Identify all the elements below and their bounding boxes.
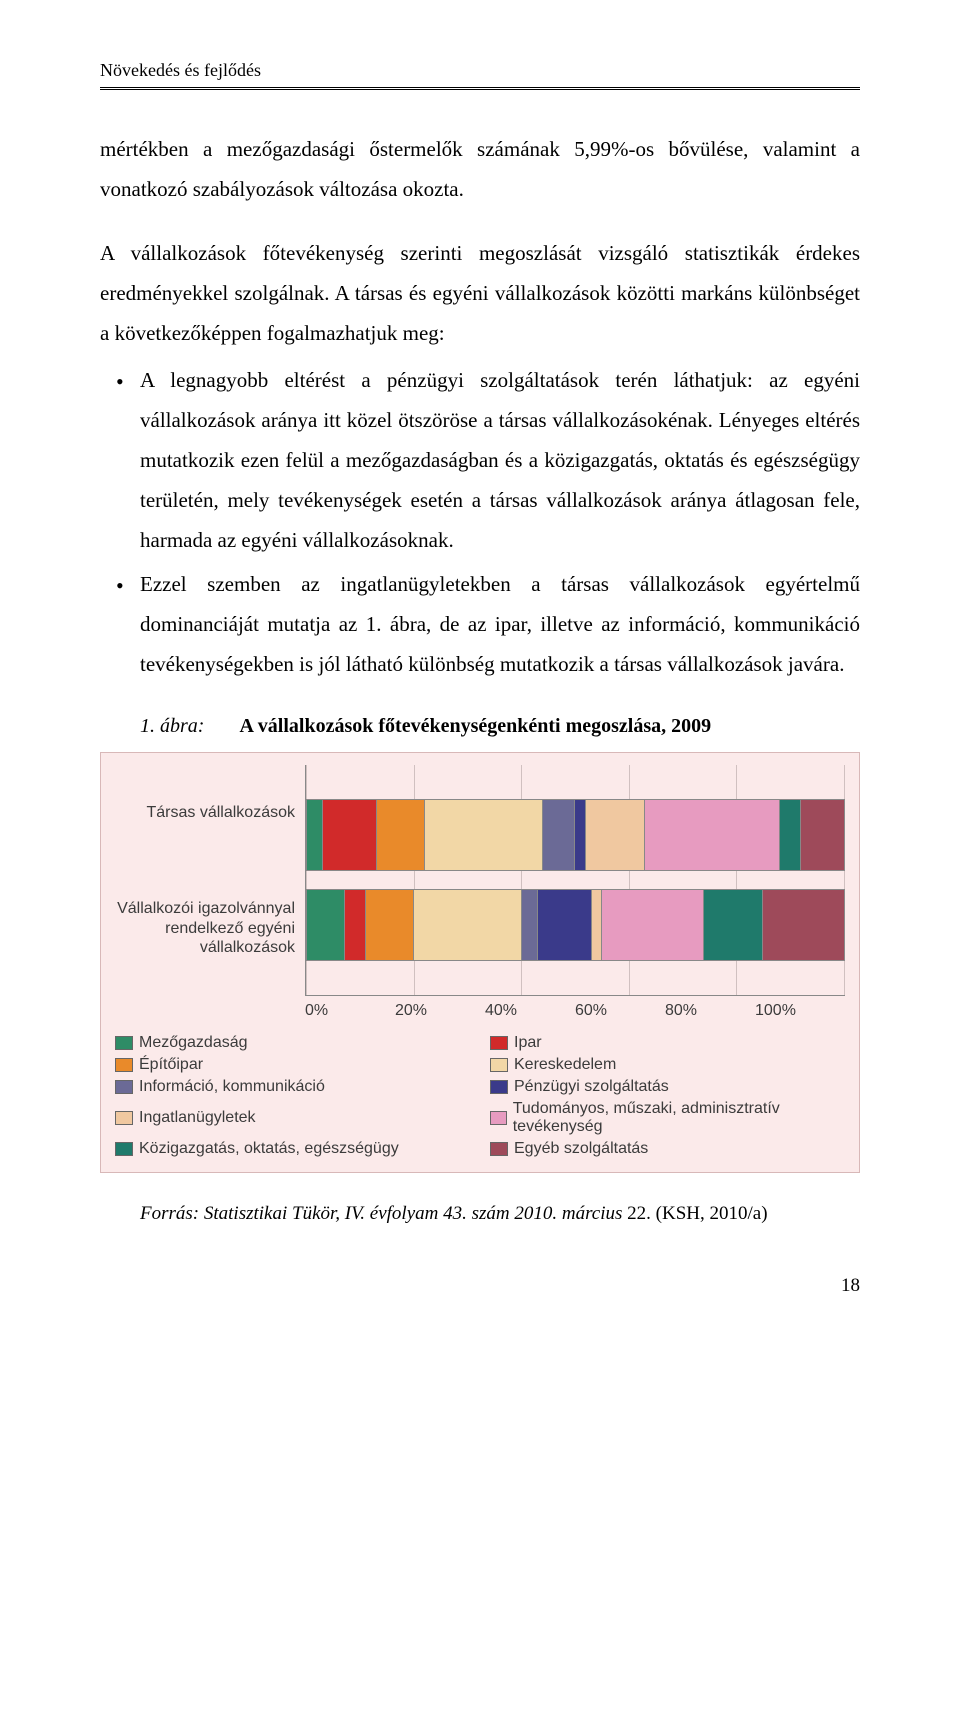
- x-tick: 100%: [755, 1002, 845, 1020]
- legend-swatch: [115, 1142, 133, 1156]
- legend-label: Építőipar: [139, 1056, 203, 1074]
- page: Növekedés és fejlődés mértékben a mezőga…: [0, 0, 960, 1337]
- legend-swatch: [115, 1080, 133, 1094]
- x-tick: 20%: [395, 1002, 485, 1020]
- bar-segment: [801, 800, 844, 870]
- bullet-list: A legnagyobb eltérést a pénzügyi szolgál…: [100, 361, 860, 684]
- legend-item: Pénzügyi szolgáltatás: [490, 1078, 845, 1096]
- legend-label: Információ, kommunikáció: [139, 1078, 325, 1096]
- bar-row: [306, 889, 845, 961]
- legend-item: Információ, kommunikáció: [115, 1078, 470, 1096]
- legend-label: Kereskedelem: [514, 1056, 616, 1074]
- legend-swatch: [490, 1080, 508, 1094]
- page-number: 18: [100, 1275, 860, 1297]
- bar-segment: [575, 800, 586, 870]
- x-tick: 60%: [575, 1002, 665, 1020]
- legend-label: Ingatlanügyletek: [139, 1109, 256, 1127]
- bar-row: [306, 799, 845, 871]
- legend-item: Kereskedelem: [490, 1056, 845, 1074]
- legend-item: Építőipar: [115, 1056, 470, 1074]
- chart: Társas vállalkozások Vállalkozói igazolv…: [100, 752, 860, 1173]
- bar-segment: [780, 800, 801, 870]
- bar-segment: [704, 890, 763, 960]
- x-tick: 0%: [305, 1002, 395, 1020]
- chart-legend: Mezőgazdaság Ipar Építőipar Kereskedelem Inf…: [115, 1034, 845, 1158]
- bar-segment: [377, 800, 425, 870]
- bar-segment: [522, 890, 538, 960]
- bar-segment: [414, 890, 521, 960]
- bar-segment: [592, 890, 603, 960]
- source-italic: Forrás: Statisztikai Tükör, IV. évfolyam…: [140, 1203, 627, 1224]
- bullet-item-2: Ezzel szemben az ingatlanügyletekben a t…: [140, 565, 860, 685]
- figure-source: Forrás: Statisztikai Tükör, IV. évfolyam…: [140, 1203, 860, 1225]
- legend-label: Ipar: [514, 1034, 542, 1052]
- y-label-1: Vállalkozói igazolvánnyal rendelkező egy…: [115, 889, 295, 967]
- bar-segment: [602, 890, 704, 960]
- x-tick: 40%: [485, 1002, 575, 1020]
- legend-swatch: [490, 1058, 508, 1072]
- legend-label: Közigazgatás, oktatás, egészségügy: [139, 1140, 399, 1158]
- chart-bars: [306, 765, 845, 995]
- bar-segment: [323, 800, 377, 870]
- legend-item: Mezőgazdaság: [115, 1034, 470, 1052]
- chart-plot-row: Társas vállalkozások Vállalkozói igazolv…: [115, 765, 845, 996]
- bullet-item-1: A legnagyobb eltérést a pénzügyi szolgál…: [140, 361, 860, 560]
- legend-item: Tudományos, műszaki, adminisztratív tevé…: [490, 1100, 845, 1136]
- legend-label: Mezőgazdaság: [139, 1034, 248, 1052]
- legend-item: Egyéb szolgáltatás: [490, 1140, 845, 1158]
- legend-item: Közigazgatás, oktatás, egészségügy: [115, 1140, 470, 1158]
- bar-segment: [586, 800, 645, 870]
- figure-label: 1. ábra:: [140, 715, 204, 737]
- y-label-0: Társas vállalkozások: [115, 793, 295, 832]
- legend-label: Egyéb szolgáltatás: [514, 1140, 648, 1158]
- chart-x-axis: 0%20%40%60%80%100%: [305, 996, 845, 1020]
- running-title: Növekedés és fejlődés: [100, 60, 860, 81]
- chart-y-labels: Társas vállalkozások Vállalkozói igazolv…: [115, 765, 305, 996]
- figure-caption: 1. ábra: A vállalkozások főtevékenységen…: [140, 715, 860, 738]
- bar-segment: [345, 890, 366, 960]
- bar-segment: [645, 800, 779, 870]
- bar-segment: [425, 800, 543, 870]
- source-plain: 22. (KSH, 2010/a): [627, 1203, 767, 1224]
- bar-segment: [538, 890, 592, 960]
- legend-swatch: [115, 1111, 133, 1125]
- header-rule: [100, 87, 860, 90]
- figure-title: A vállalkozások főtevékenységenkénti meg…: [239, 715, 711, 737]
- bar-segment: [307, 800, 323, 870]
- paragraph-1: mértékben a mezőgazdasági őstermelők szá…: [100, 130, 860, 210]
- legend-label: Tudományos, műszaki, adminisztratív tevé…: [513, 1100, 845, 1136]
- legend-swatch: [490, 1111, 507, 1125]
- legend-swatch: [115, 1036, 133, 1050]
- bar-segment: [366, 890, 414, 960]
- x-tick: 80%: [665, 1002, 755, 1020]
- legend-label: Pénzügyi szolgáltatás: [514, 1078, 669, 1096]
- legend-swatch: [115, 1058, 133, 1072]
- legend-swatch: [490, 1142, 508, 1156]
- bar-segment: [307, 890, 345, 960]
- legend-swatch: [490, 1036, 508, 1050]
- bar-segment: [763, 890, 844, 960]
- chart-plot-area: [305, 765, 845, 996]
- bar-segment: [543, 800, 575, 870]
- legend-item: Ingatlanügyletek: [115, 1100, 470, 1136]
- paragraph-2: A vállalkozások főtevékenység szerinti m…: [100, 234, 860, 354]
- legend-item: Ipar: [490, 1034, 845, 1052]
